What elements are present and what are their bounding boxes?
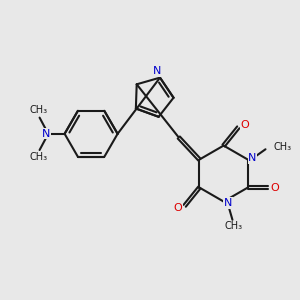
Text: CH₃: CH₃ bbox=[29, 152, 47, 162]
Text: CH₃: CH₃ bbox=[225, 221, 243, 231]
Text: O: O bbox=[174, 203, 183, 213]
Text: N: N bbox=[224, 198, 232, 208]
Text: N: N bbox=[153, 66, 161, 76]
Text: O: O bbox=[271, 182, 279, 193]
Text: N: N bbox=[42, 129, 50, 139]
Text: O: O bbox=[240, 120, 249, 130]
Text: CH₃: CH₃ bbox=[274, 142, 292, 152]
Text: CH₃: CH₃ bbox=[29, 105, 47, 115]
Text: N: N bbox=[248, 153, 256, 163]
